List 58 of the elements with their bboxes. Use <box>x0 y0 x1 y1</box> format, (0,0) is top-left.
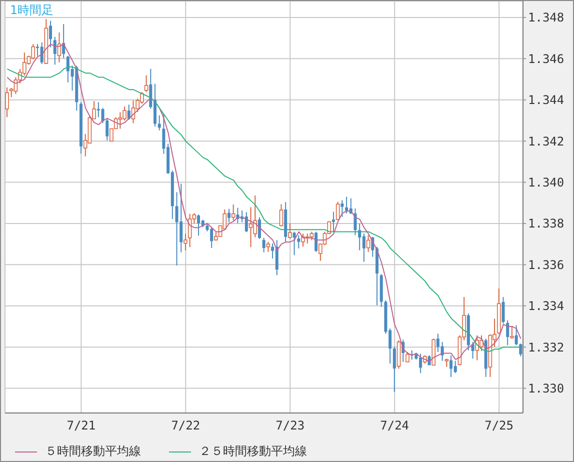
candlestick <box>40 42 44 65</box>
candlestick <box>279 204 284 227</box>
x-tick-label: 7/22 <box>171 418 200 433</box>
candlestick <box>314 231 318 252</box>
y-tick-label: 1.334 <box>528 299 564 314</box>
y-tick-label: 1.342 <box>528 134 564 148</box>
candlestick <box>275 240 278 276</box>
candlestick <box>127 104 130 120</box>
candlestick <box>258 216 261 240</box>
candlestick <box>180 183 183 253</box>
candlestick <box>332 211 335 232</box>
candlestick <box>336 201 340 221</box>
candlestick <box>514 324 518 346</box>
x-tick-label: 7/21 <box>66 418 96 433</box>
candlestick <box>49 20 52 48</box>
legend-label: ５時間移動平均線 <box>45 443 141 460</box>
legend-label: ２５時間移動平均線 <box>199 443 307 460</box>
candlestick <box>519 343 522 357</box>
candlestick <box>502 296 505 324</box>
candlestick <box>184 233 188 251</box>
candlestick <box>366 234 370 252</box>
x-tick-label: 7/23 <box>276 418 305 433</box>
candlestick <box>244 212 248 233</box>
y-tick-label: 1.332 <box>528 340 564 354</box>
candlestick <box>354 208 357 236</box>
candlestick <box>122 106 126 121</box>
candlestick <box>31 44 36 60</box>
y-tick-label: 1.344 <box>528 93 564 108</box>
candlestick <box>248 206 253 248</box>
y-tick-label: 1.336 <box>528 258 564 272</box>
x-tick-label: 7/24 <box>380 418 410 433</box>
y-tick-label: 1.340 <box>528 176 564 190</box>
candlestick <box>197 214 200 236</box>
candlestick <box>454 360 457 374</box>
candlestick <box>340 200 344 218</box>
y-tick-label: 1.330 <box>528 382 564 396</box>
candlestick <box>345 196 348 214</box>
candlestick <box>406 352 410 362</box>
candlestick <box>175 192 178 266</box>
x-tick-label: 7/25 <box>484 418 514 433</box>
candlestick <box>262 237 266 253</box>
y-tick-label: 1.348 <box>528 10 564 25</box>
candlestick <box>266 241 270 252</box>
candlestick <box>292 231 296 256</box>
candlestick <box>392 346 396 392</box>
candlestick <box>228 208 230 223</box>
y-tick-label: 1.338 <box>528 216 564 231</box>
candlestick <box>362 233 366 262</box>
candlestick <box>288 222 292 240</box>
chart-title: 1時間足 <box>10 2 54 19</box>
candlestick <box>144 74 148 93</box>
candlestick <box>510 326 514 340</box>
candlestick <box>231 204 236 222</box>
y-tick-label: 1.346 <box>528 52 564 66</box>
candlestick <box>297 234 300 249</box>
candlestick <box>475 334 480 361</box>
candlestick <box>506 320 510 346</box>
candlestick <box>53 36 56 66</box>
